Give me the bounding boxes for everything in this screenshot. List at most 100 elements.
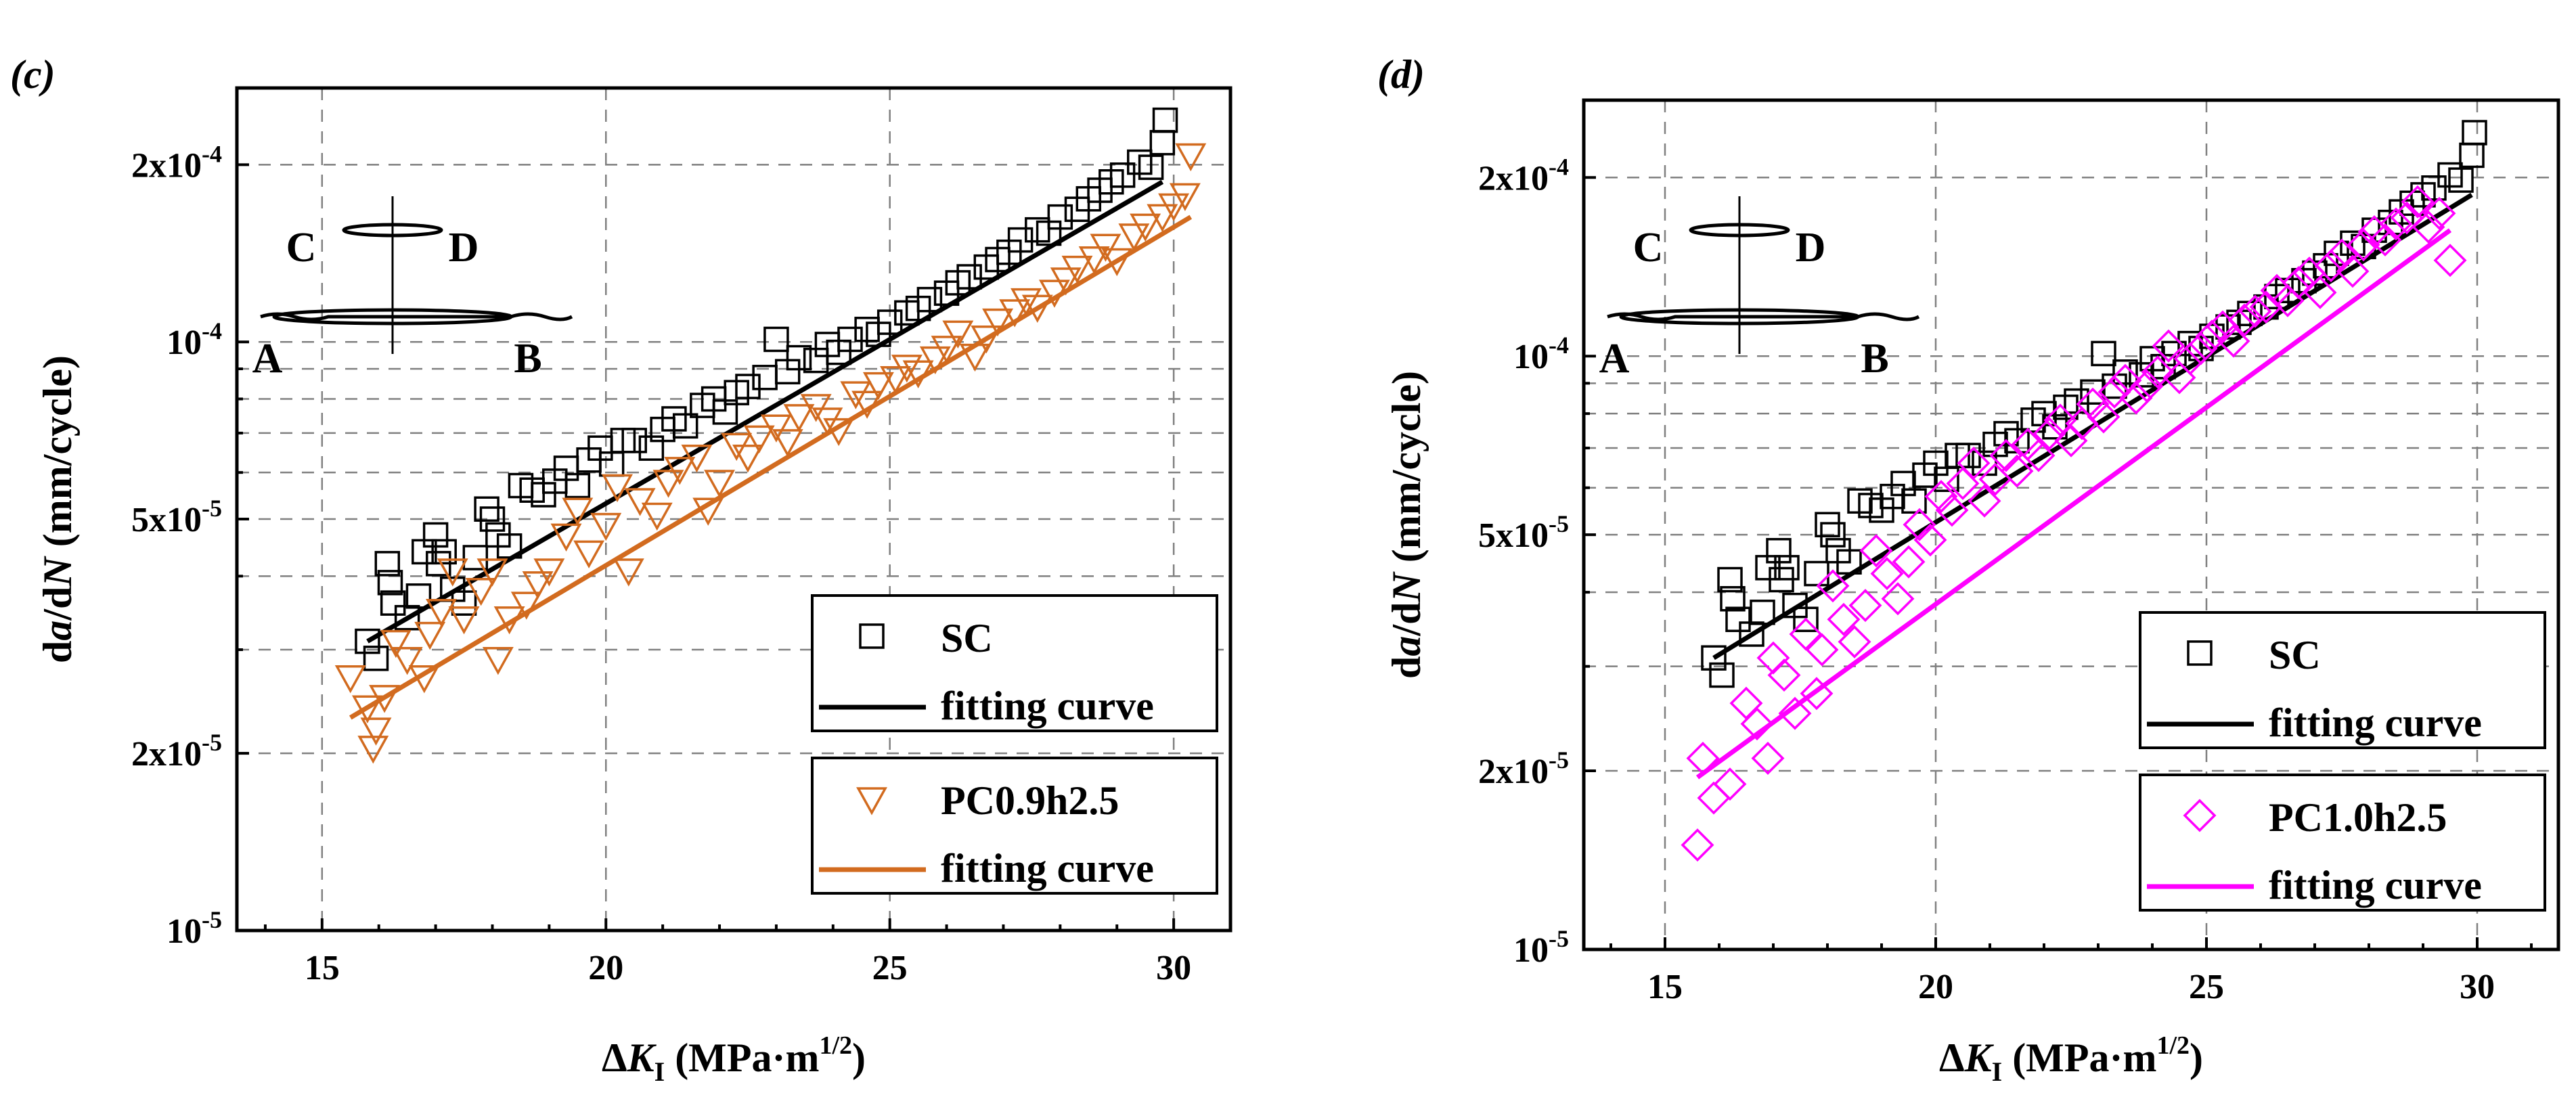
data-point bbox=[880, 366, 912, 395]
data-point bbox=[2249, 290, 2283, 324]
data-point bbox=[1720, 586, 1746, 612]
data-point bbox=[942, 320, 974, 349]
data-point bbox=[2412, 210, 2445, 244]
crack-tip-label-a: A bbox=[1599, 336, 1630, 382]
data-point bbox=[2076, 387, 2110, 421]
data-point bbox=[837, 326, 863, 353]
data-point bbox=[1061, 255, 1093, 284]
data-point bbox=[448, 606, 480, 635]
data-point bbox=[1789, 617, 1823, 651]
data-point bbox=[681, 445, 713, 473]
crack-tip-label-b: B bbox=[514, 336, 541, 382]
data-point bbox=[2033, 417, 2066, 451]
data-point bbox=[363, 646, 389, 671]
crack-tip-label-d: D bbox=[1796, 225, 1826, 271]
data-point bbox=[510, 591, 542, 620]
legend-box-1: SC fitting curve bbox=[811, 594, 1218, 732]
y-tick-label: 5x10-5 bbox=[1478, 510, 1569, 555]
data-point bbox=[840, 381, 872, 409]
data-point bbox=[876, 309, 903, 335]
fitting-curve bbox=[349, 215, 1193, 720]
data-point bbox=[772, 429, 803, 457]
data-point bbox=[474, 496, 499, 522]
legend-box-1: SC fitting curve bbox=[2139, 611, 2546, 749]
data-point bbox=[465, 577, 497, 606]
data-point bbox=[1011, 288, 1042, 317]
x-tick-label: 25 bbox=[2189, 968, 2224, 1006]
data-point bbox=[763, 326, 789, 353]
legend-box-2: PC0.9h2.5 fitting curve bbox=[811, 757, 1218, 895]
data-point bbox=[1090, 233, 1122, 262]
legend-marker-swatch bbox=[859, 623, 885, 649]
plot-area bbox=[334, 107, 1207, 764]
data-point bbox=[564, 472, 591, 499]
data-point bbox=[2390, 201, 2424, 235]
data-point bbox=[1709, 662, 1735, 688]
data-point bbox=[360, 717, 392, 746]
data-point bbox=[613, 558, 644, 587]
data-point bbox=[704, 470, 736, 498]
data-point bbox=[1881, 582, 1915, 616]
data-point bbox=[1047, 204, 1073, 230]
legend-label: fitting curve bbox=[941, 846, 1154, 891]
legend-label: SC bbox=[2269, 633, 2321, 677]
x-tick-label: 30 bbox=[1156, 949, 1191, 987]
data-point bbox=[760, 414, 792, 443]
crack-tip-label-a: A bbox=[252, 336, 283, 382]
data-point bbox=[971, 325, 1002, 354]
data-point bbox=[2217, 324, 2250, 358]
data-point bbox=[1050, 267, 1082, 296]
data-point bbox=[783, 404, 815, 432]
fitting-curve bbox=[366, 179, 1164, 644]
data-point bbox=[1913, 523, 1947, 557]
y-tick-label: 10-5 bbox=[166, 906, 222, 951]
data-point bbox=[786, 344, 812, 371]
legend-item: fitting curve bbox=[819, 846, 1154, 891]
data-point bbox=[1138, 154, 1164, 180]
data-point bbox=[2238, 294, 2272, 328]
data-point bbox=[1725, 606, 1751, 632]
chart-panel-d: 15 20 25 30 10-5 2x10-5 5x10-5 10-4 2x10-4 ΔKI (M… bbox=[1377, 52, 2560, 1087]
data-point bbox=[334, 665, 366, 694]
data-point bbox=[672, 413, 698, 439]
data-point bbox=[431, 539, 457, 565]
data-point bbox=[1152, 107, 1178, 133]
data-point bbox=[743, 425, 775, 453]
data-point bbox=[2422, 196, 2456, 230]
data-point bbox=[2152, 329, 2185, 363]
x-tick-label: 30 bbox=[2460, 968, 2495, 1006]
data-point bbox=[1859, 534, 1893, 568]
data-point bbox=[422, 522, 449, 548]
series-fitting-curve bbox=[1695, 228, 2452, 780]
data-point bbox=[2421, 175, 2447, 201]
data-point bbox=[1007, 227, 1034, 253]
legend-box-2: PC1.0h2.5 fitting curve bbox=[2139, 774, 2546, 912]
x-tick-label: 20 bbox=[588, 949, 623, 987]
legend-item: SC bbox=[859, 616, 993, 661]
x-tick-label: 20 bbox=[1918, 968, 1953, 1006]
data-point bbox=[2130, 370, 2164, 403]
fitting-curve bbox=[1695, 228, 2452, 780]
data-point bbox=[1149, 130, 1176, 156]
y-tick-label: 5x10-5 bbox=[131, 495, 222, 539]
data-point bbox=[1805, 633, 1839, 667]
data-point bbox=[533, 558, 565, 587]
data-point bbox=[2282, 266, 2315, 300]
crack-ab-line bbox=[1607, 312, 1920, 321]
data-point bbox=[2459, 142, 2485, 169]
x-tick-label: 15 bbox=[305, 949, 340, 987]
data-point bbox=[2462, 120, 2487, 145]
crack-schematic: C D A B bbox=[1599, 196, 1920, 382]
data-point bbox=[377, 570, 403, 596]
data-point bbox=[1820, 522, 1846, 547]
data-point bbox=[931, 336, 962, 364]
plot-frame bbox=[235, 86, 1233, 933]
data-point bbox=[1800, 677, 1834, 711]
y-tick-label: 2x10-5 bbox=[131, 729, 222, 774]
data-point bbox=[1968, 484, 2001, 518]
series-pc1-0h2-5 bbox=[1681, 185, 2467, 862]
data-point bbox=[426, 599, 457, 627]
data-point bbox=[2379, 207, 2413, 241]
legend-item: fitting curve bbox=[2147, 700, 2482, 745]
crack-tip-label-b: B bbox=[1861, 336, 1888, 382]
